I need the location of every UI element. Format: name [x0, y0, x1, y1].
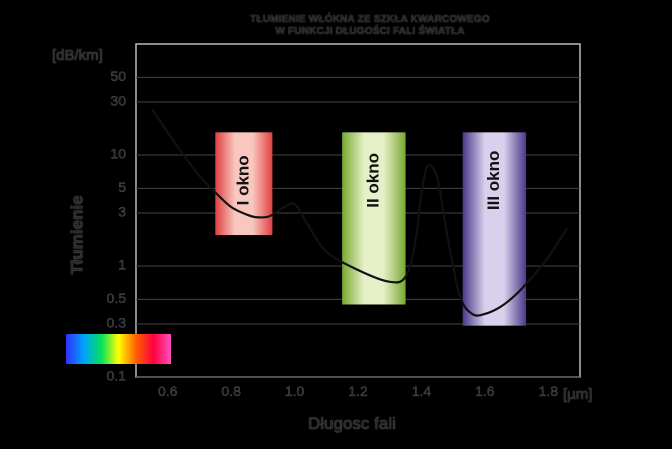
window-label-1: I okno — [233, 155, 252, 205]
x-tick-labels: 0.6 0.8 1.0 1.2 1.4 1.6 1.8 — [158, 383, 559, 399]
y-tick-label: 5 — [118, 179, 126, 195]
window-label-3: III okno — [484, 151, 503, 211]
x-tick-label: 1.2 — [348, 383, 368, 399]
y-tick-labels: 0.1 0.3 0.5 1 3 5 10 30 50 — [106, 68, 127, 384]
y-tick-label: 30 — [110, 93, 126, 109]
y-axis-label: Tłumienie — [67, 195, 87, 275]
x-tick-label: 1.8 — [539, 383, 559, 399]
y-tick-label: 0.1 — [107, 368, 127, 384]
attenuation-curve — [150, 108, 569, 317]
y-tick-label: 10 — [110, 146, 126, 162]
y-tick-label: 50 — [110, 68, 126, 84]
chart-title-line-2: W FUNKCJI DŁUGOŚCI FALI ŚWIATŁA — [275, 26, 465, 37]
spectrum-bar — [66, 334, 171, 364]
series-line — [150, 108, 569, 317]
x-axis-label: Długosc fali — [308, 414, 396, 433]
y-tick-label: 0.3 — [107, 315, 127, 331]
x-axis-unit: [µm] — [563, 386, 593, 403]
window-band-2 — [342, 132, 406, 305]
y-axis-unit: [dB/km] — [52, 47, 103, 64]
window-label-2: II okno — [363, 153, 382, 208]
y-tick-label: 1 — [118, 257, 126, 273]
x-tick-label: 1.6 — [475, 383, 495, 399]
x-tick-label: 1.4 — [412, 383, 432, 399]
x-tick-label: 1.0 — [285, 383, 305, 399]
y-tick-label: 0.5 — [107, 290, 127, 306]
transmission-windows: I okno II okno III okno — [215, 132, 527, 326]
color-spectrum — [66, 334, 171, 364]
x-tick-label: 0.6 — [158, 383, 178, 399]
x-tick-label: 0.8 — [221, 383, 241, 399]
chart-title-line-1: TŁUMIENIE WŁÓKNA ZE SZKŁA KWARCOWEGO — [250, 14, 490, 25]
y-tick-label: 3 — [118, 204, 126, 220]
